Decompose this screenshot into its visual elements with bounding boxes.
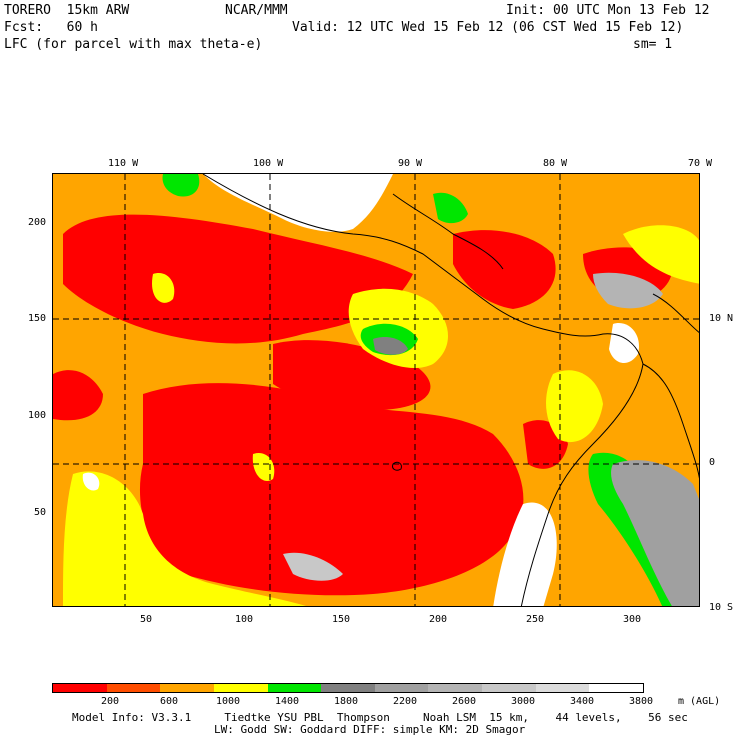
colorbar [52, 683, 644, 693]
colorbar-swatch [535, 684, 590, 692]
model-info-line1: Model Info: V3.3.1 Tiedtke YSU PBL Thomp… [72, 711, 688, 724]
model-info-line2: LW: Godd SW: Goddard DIFF: simple KM: 2D… [214, 723, 526, 736]
colorbar-label-1400: 1400 [274, 696, 300, 707]
white-regions [82, 174, 639, 606]
lon-label-90w: 90 W [398, 158, 423, 169]
lon-label-100w: 100 W [253, 158, 284, 169]
colorbar-swatch [267, 684, 322, 692]
lon-label-110w: 110 W [108, 158, 139, 169]
colorbar-label-3400: 3400 [569, 696, 595, 707]
x-label-200: 200 [429, 614, 448, 625]
x-label-300: 300 [623, 614, 642, 625]
organization-label: NCAR/MMM [225, 3, 288, 18]
colorbar-swatch [482, 684, 536, 692]
x-label-100: 100 [235, 614, 254, 625]
colorbar-swatch [106, 684, 161, 692]
colorbar-label-1000: 1000 [215, 696, 241, 707]
colorbar-units: m (AGL) [678, 696, 721, 707]
field-name: LFC (for parcel with max theta-e) [4, 37, 263, 52]
colorbar-swatch [428, 684, 483, 692]
colorbar-label-1800: 1800 [333, 696, 359, 707]
smoothing-label: sm= 1 [633, 37, 673, 52]
colorbar-label-2200: 2200 [392, 696, 418, 707]
x-label-150: 150 [332, 614, 351, 625]
forecast-hour: Fcst: 60 h [4, 20, 98, 35]
grid-lines [53, 174, 699, 606]
x-label-250: 250 [526, 614, 545, 625]
y-label-50: 50 [33, 507, 46, 518]
y-label-200: 200 [27, 217, 46, 228]
colorbar-swatch [589, 684, 644, 692]
colorbar-swatch [53, 684, 107, 692]
init-time: Init: 00 UTC Mon 13 Feb 12 [506, 3, 710, 18]
valid-time: Valid: 12 UTC Wed 15 Feb 12 (06 CST Wed … [292, 20, 684, 35]
colorbar-label-3800: 3800 [628, 696, 654, 707]
gray-regions [283, 272, 699, 606]
lon-label-70w: 70 W [688, 158, 713, 169]
colorbar-label-3000: 3000 [510, 696, 536, 707]
lat-label-0: 0 [709, 457, 716, 468]
lfc-field-svg [53, 174, 699, 606]
lfc-map [52, 173, 700, 607]
colorbar-swatch [321, 684, 375, 692]
lat-label-10s: 10 S [709, 602, 734, 613]
colorbar-label-2600: 2600 [451, 696, 477, 707]
model-title: TORERO 15km ARW [4, 3, 130, 18]
colorbar-swatch [213, 684, 268, 692]
coastlines [202, 174, 699, 606]
y-label-100: 100 [27, 410, 46, 421]
lon-label-80w: 80 W [543, 158, 568, 169]
colorbar-label-600: 600 [159, 696, 179, 707]
colorbar-swatch [374, 684, 429, 692]
colorbar-swatch [160, 684, 214, 692]
x-label-50: 50 [140, 614, 153, 625]
colorbar-label-200: 200 [100, 696, 120, 707]
y-label-150: 150 [27, 313, 46, 324]
lat-label-10n: 10 N [709, 313, 734, 324]
